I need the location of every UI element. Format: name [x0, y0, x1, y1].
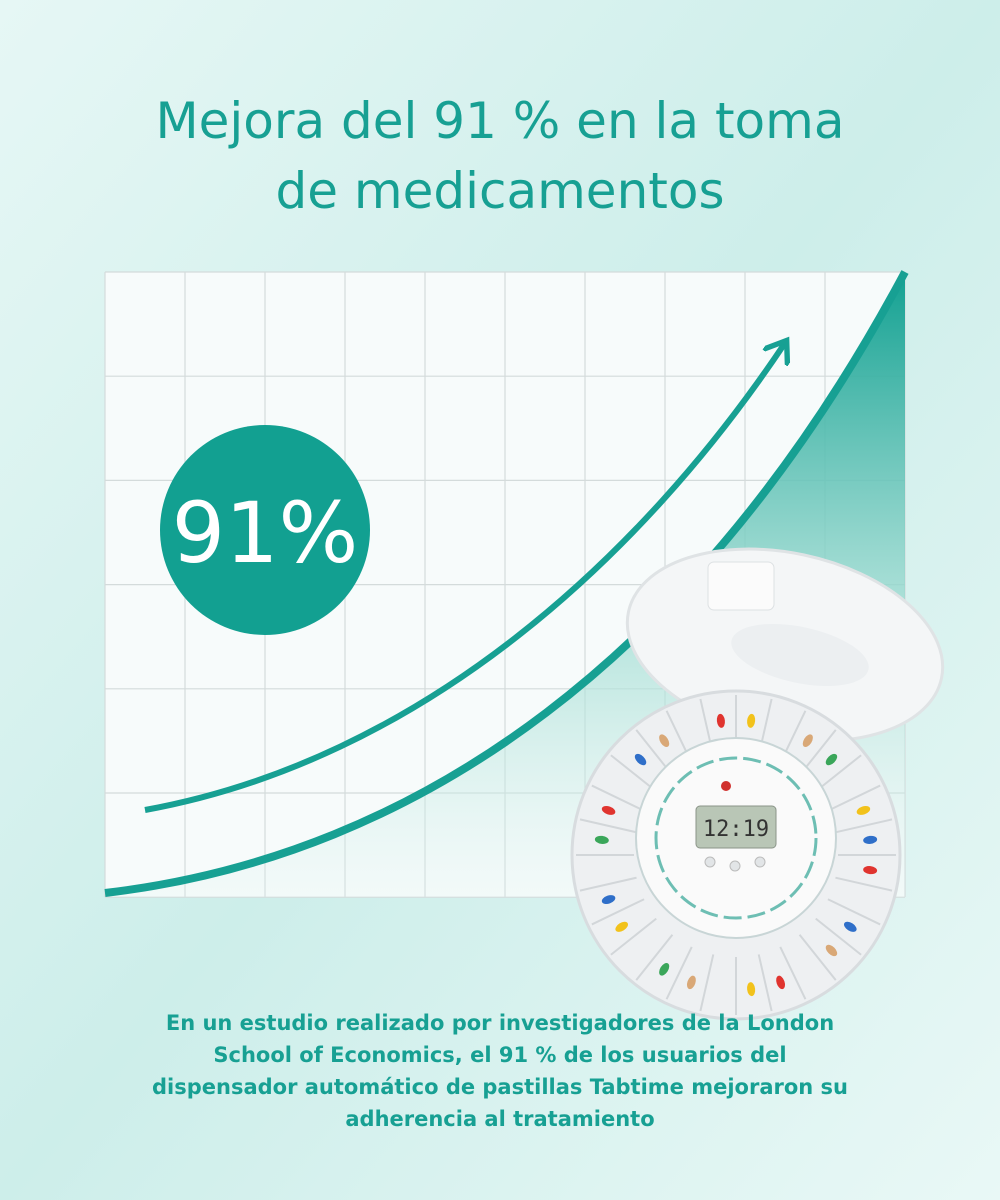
divider	[591, 898, 645, 926]
divider	[827, 898, 881, 926]
body-line: adherencia al tratamiento	[345, 1107, 654, 1131]
pill	[747, 982, 756, 997]
pill	[594, 835, 609, 844]
divider	[798, 934, 837, 981]
body-line: School of Economics, el 91 % de los usua…	[213, 1043, 786, 1067]
divider	[757, 954, 773, 1012]
badge-circle	[160, 425, 370, 635]
growth-curve	[104, 270, 909, 897]
divider	[610, 917, 657, 956]
divider	[815, 754, 862, 793]
divider	[835, 818, 893, 834]
pill	[863, 835, 878, 844]
pill	[747, 713, 756, 728]
badge-text: 91%	[172, 484, 359, 582]
divider	[815, 917, 862, 956]
divider	[835, 876, 893, 892]
divider	[579, 818, 637, 834]
compartments	[576, 695, 896, 1015]
divider	[827, 784, 881, 812]
pill	[659, 963, 670, 976]
pill	[856, 805, 871, 815]
title-line: de medicamentos	[275, 162, 724, 220]
divider	[610, 754, 657, 793]
pill	[844, 921, 857, 932]
pill	[776, 975, 786, 990]
divider	[591, 784, 645, 812]
divider	[779, 946, 807, 1000]
title-line: Mejora del 91 % en la toma	[156, 92, 845, 150]
body-line: En un estudio realizado por investigador…	[166, 1011, 834, 1035]
button	[754, 856, 766, 868]
pill	[615, 921, 628, 932]
divider	[579, 876, 637, 892]
divider	[665, 946, 693, 1000]
divider	[635, 934, 674, 981]
button	[729, 860, 741, 872]
lcd-time: 12:19	[703, 817, 769, 842]
arrow	[144, 343, 785, 813]
led	[721, 781, 731, 791]
pill	[634, 753, 647, 766]
pill	[716, 713, 725, 728]
pill	[601, 895, 616, 905]
lcd	[695, 805, 777, 849]
button	[704, 856, 716, 868]
pill	[825, 753, 838, 766]
pill	[686, 975, 696, 990]
pill	[802, 734, 813, 747]
pill-dispenser: 12:19	[570, 547, 945, 1021]
pill	[659, 734, 670, 747]
pill	[601, 805, 616, 815]
divider	[699, 954, 715, 1012]
pill	[863, 866, 878, 875]
lid-window	[731, 623, 869, 687]
body-line: dispensador automático de pastillas Tabt…	[152, 1075, 848, 1099]
latch	[707, 561, 775, 611]
pill	[825, 944, 838, 957]
dial-ring	[654, 756, 818, 920]
